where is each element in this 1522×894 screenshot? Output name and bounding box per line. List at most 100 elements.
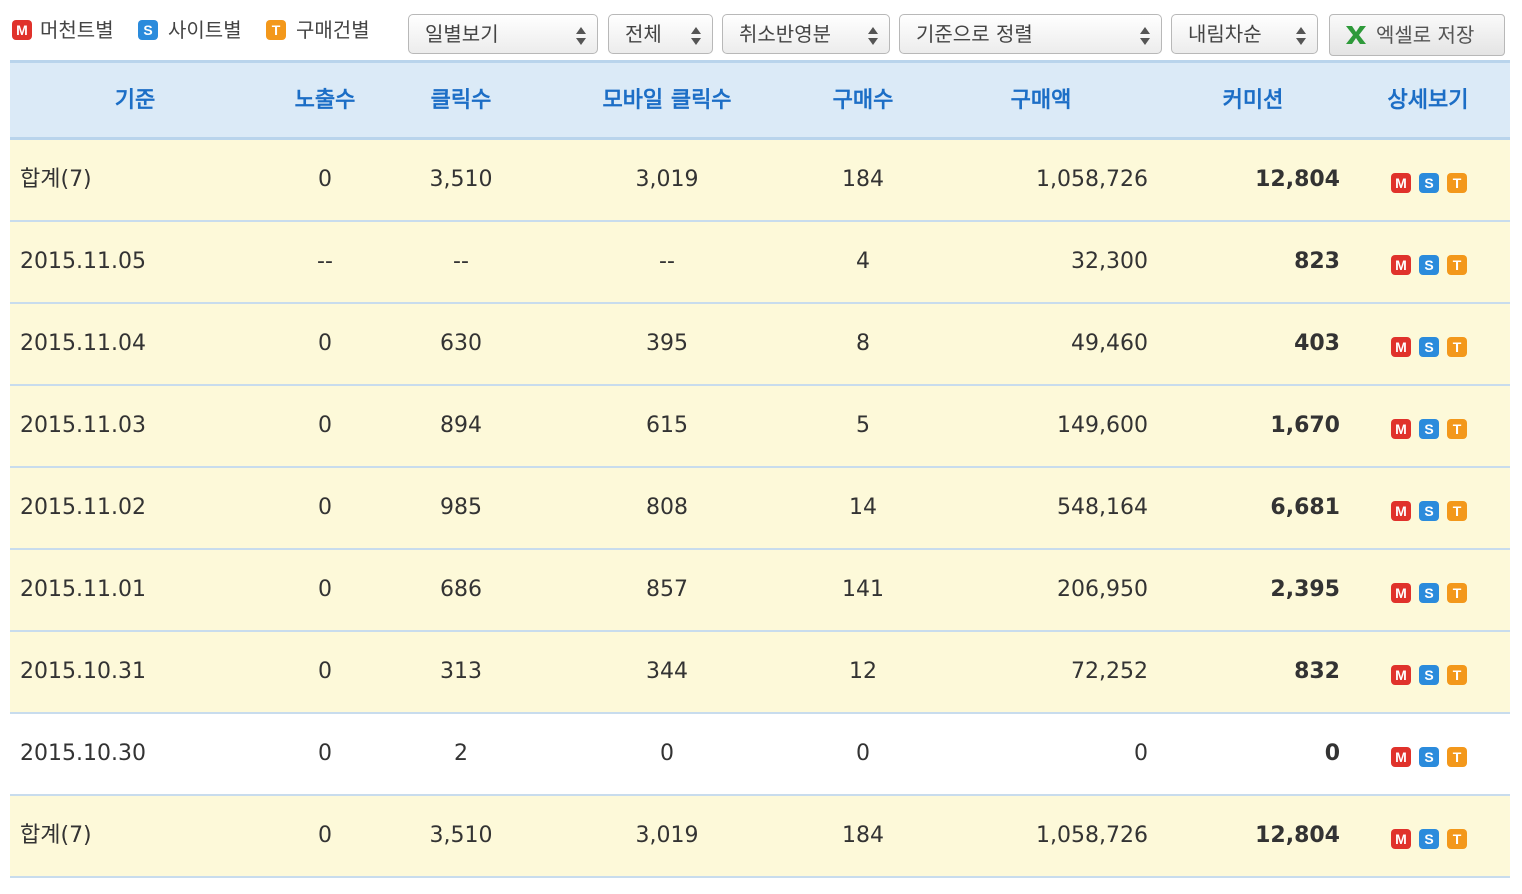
select-label: 전체 <box>625 22 662 46</box>
legend-icon[interactable]: S <box>138 20 158 40</box>
select[interactable]: 일별보기 <box>408 14 598 54</box>
excel-button[interactable]: 엑셀로 저장 <box>1329 14 1505 56</box>
detail-icon[interactable]: M <box>1391 337 1411 357</box>
table-row: 2015.10.31 0 313 344 12 72,252 832 M S T <box>10 632 1510 714</box>
table-cell: 2 <box>454 741 468 766</box>
table-cell: 합계(7) <box>20 167 92 192</box>
table-cell: 6,681 <box>1270 495 1340 520</box>
header-cell: 모바일 클릭수 <box>602 88 732 113</box>
detail-icon[interactable]: M <box>1391 665 1411 685</box>
table-cell: 4 <box>856 249 870 274</box>
header-cell: 구매수 <box>832 88 894 113</box>
table-row: 2015.11.04 0 630 395 8 49,460 403 M S T <box>10 304 1510 386</box>
table-cell: 0 <box>318 741 332 766</box>
table-row: 2015.10.30 0 2 0 0 0 0 M S T <box>10 714 1510 796</box>
select[interactable]: 내림차순 <box>1171 14 1318 54</box>
detail-icon[interactable]: T <box>1447 173 1467 193</box>
detail-icon[interactable]: T <box>1447 829 1467 849</box>
table-row: 2015.11.01 0 686 857 141 206,950 2,395 M S T <box>10 550 1510 632</box>
table-cell: 8 <box>856 331 870 356</box>
select[interactable]: 기준으로 정렬 <box>899 14 1162 54</box>
table-cell: 1,058,726 <box>1036 167 1148 192</box>
detail-icon[interactable]: M <box>1391 583 1411 603</box>
table-cell: 823 <box>1294 249 1340 274</box>
table-cell: 12,804 <box>1255 167 1340 192</box>
table-row: 2015.11.03 0 894 615 5 149,600 1,670 M S T <box>10 386 1510 468</box>
detail-icon[interactable]: T <box>1447 665 1467 685</box>
detail-icon[interactable]: M <box>1391 255 1411 275</box>
header-cell: 구매액 <box>1010 88 1072 113</box>
detail-icon[interactable]: S <box>1419 173 1439 193</box>
detail-icon[interactable]: S <box>1419 419 1439 439</box>
select-label: 내림차순 <box>1188 22 1262 46</box>
table-cell: 141 <box>842 577 884 602</box>
table-cell: 1,670 <box>1270 413 1340 438</box>
detail-icon[interactable]: T <box>1447 419 1467 439</box>
header-cell: 커미션 <box>1222 88 1284 113</box>
detail-icon[interactable]: S <box>1419 747 1439 767</box>
detail-icon[interactable]: M <box>1391 419 1411 439</box>
table-row: 합계(7) 0 3,510 3,019 184 1,058,726 12,804 M S T <box>10 140 1510 222</box>
detail-icon[interactable]: S <box>1419 255 1439 275</box>
header-cell: 노출수 <box>294 88 356 113</box>
table-cell: 857 <box>646 577 688 602</box>
detail-icon[interactable]: S <box>1419 583 1439 603</box>
detail-icon[interactable]: T <box>1447 747 1467 767</box>
legend-label[interactable]: 머천트별 <box>40 18 114 42</box>
legend-label[interactable]: 사이트별 <box>168 18 242 42</box>
header-cell: 상세보기 <box>1387 88 1469 113</box>
table-cell: 0 <box>856 741 870 766</box>
select[interactable]: 취소반영분 <box>722 14 890 54</box>
table-cell: 344 <box>646 659 688 684</box>
detail-icon[interactable]: S <box>1419 337 1439 357</box>
table-row: 2015.11.02 0 985 808 14 548,164 6,681 M S T <box>10 468 1510 550</box>
table-cell: 0 <box>318 167 332 192</box>
detail-icon[interactable]: M <box>1391 829 1411 849</box>
detail-icon[interactable]: S <box>1419 829 1439 849</box>
table-cell: 1,058,726 <box>1036 823 1148 848</box>
header-cell: 기준 <box>114 88 156 113</box>
table-cell: -- <box>317 249 333 274</box>
table-cell: 206,950 <box>1057 577 1148 602</box>
select-arrow <box>1296 27 1306 45</box>
table-cell: 12,804 <box>1255 823 1340 848</box>
table-cell: 0 <box>660 741 674 766</box>
select-arrow <box>691 27 701 45</box>
table-cell: 149,600 <box>1057 413 1148 438</box>
table-cell: -- <box>659 249 675 274</box>
table-cell: 0 <box>318 495 332 520</box>
table-cell: 5 <box>856 413 870 438</box>
table-cell: 2015.11.05 <box>20 249 146 274</box>
table-cell: -- <box>453 249 469 274</box>
table-cell: 808 <box>646 495 688 520</box>
legend-icon[interactable]: M <box>12 20 32 40</box>
detail-icon[interactable]: M <box>1391 173 1411 193</box>
detail-icon[interactable]: M <box>1391 501 1411 521</box>
table-cell: 395 <box>646 331 688 356</box>
detail-icon[interactable]: S <box>1419 501 1439 521</box>
detail-icon[interactable]: S <box>1419 665 1439 685</box>
table-cell: 3,510 <box>429 823 493 848</box>
detail-icon[interactable]: T <box>1447 583 1467 603</box>
detail-icon[interactable]: T <box>1447 501 1467 521</box>
detail-icon[interactable]: M <box>1391 747 1411 767</box>
table-header: 기준 노출수 클릭수 모바일 클릭수 구매수 구매액 커미션 상세보기 <box>10 60 1510 140</box>
button-label: 엑셀로 저장 <box>1376 23 1475 47</box>
select[interactable]: 전체 <box>608 14 713 54</box>
legend-label[interactable]: 구매건별 <box>296 18 370 42</box>
table-cell: 2015.11.04 <box>20 331 146 356</box>
legend-icon[interactable]: T <box>266 20 286 40</box>
table-row: 합계(7) 0 3,510 3,019 184 1,058,726 12,804 M S T <box>10 796 1510 878</box>
header-cell: 클릭수 <box>430 88 492 113</box>
table-cell: 0 <box>1324 741 1340 766</box>
table-cell: 49,460 <box>1071 331 1148 356</box>
table-cell: 184 <box>842 823 884 848</box>
detail-icon[interactable]: T <box>1447 337 1467 357</box>
table-cell: 0 <box>318 823 332 848</box>
select-arrow <box>868 27 878 45</box>
table-cell: 14 <box>849 495 877 520</box>
table-cell: 2015.11.03 <box>20 413 146 438</box>
detail-icon[interactable]: T <box>1447 255 1467 275</box>
table-cell: 2015.10.30 <box>20 741 146 766</box>
table-cell: 32,300 <box>1071 249 1148 274</box>
